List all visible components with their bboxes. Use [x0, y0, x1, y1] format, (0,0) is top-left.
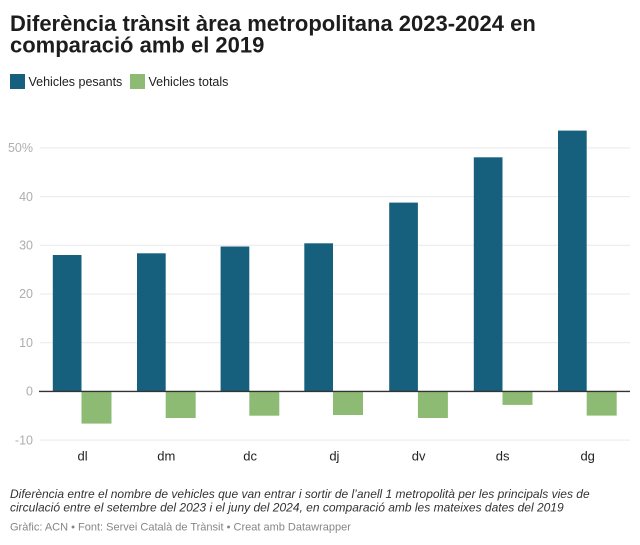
svg-text:10: 10 [19, 336, 33, 350]
svg-text:circulació entre el setembre d: circulació entre el setembre del 2023 i … [10, 500, 564, 514]
svg-text:Diferència trànsit àrea metrop: Diferència trànsit àrea metropolitana 20… [10, 11, 536, 36]
svg-text:comparació amb el 2019: comparació amb el 2019 [10, 33, 264, 58]
svg-text:50%: 50% [8, 141, 33, 155]
svg-text:Vehicles totals: Vehicles totals [149, 75, 229, 89]
svg-text:Gràfic: ACN • Font: Servei Cat: Gràfic: ACN • Font: Servei Català de Trà… [10, 522, 351, 534]
svg-text:30: 30 [19, 239, 33, 253]
svg-text:dj: dj [329, 449, 339, 464]
svg-text:dm: dm [157, 449, 175, 464]
svg-text:0: 0 [26, 385, 33, 399]
svg-text:20: 20 [19, 287, 33, 301]
svg-text:40: 40 [19, 190, 33, 204]
svg-text:Diferència entre el nombre de: Diferència entre el nombre de vehicles q… [10, 487, 590, 501]
svg-text:ds: ds [496, 449, 510, 464]
svg-text:-10: -10 [15, 433, 33, 447]
svg-text:dv: dv [412, 449, 426, 464]
svg-text:dg: dg [580, 449, 594, 464]
svg-text:dc: dc [243, 449, 257, 464]
svg-text:Vehicles pesants: Vehicles pesants [29, 75, 123, 89]
svg-text:dl: dl [78, 449, 88, 464]
